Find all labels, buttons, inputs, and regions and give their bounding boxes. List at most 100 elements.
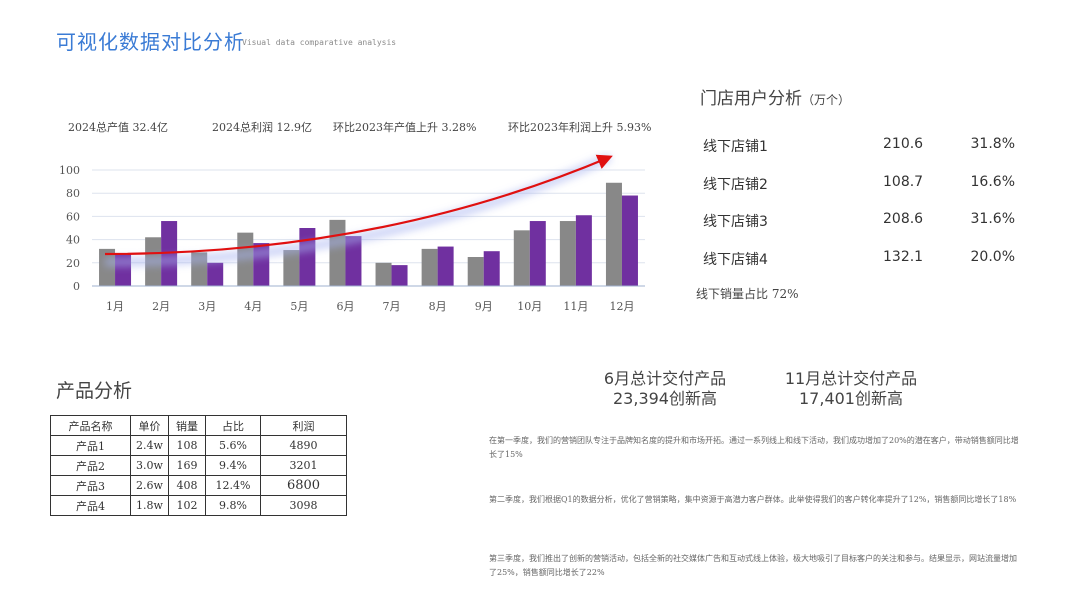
store-value: 108.7 <box>883 174 924 190</box>
y-tick-label: 60 <box>66 210 80 223</box>
store-value: 210.6 <box>883 136 924 152</box>
highlight-november-line1: 11月总计交付产品 <box>784 369 918 388</box>
store-value: 132.1 <box>883 249 924 265</box>
x-tick-label: 8月 <box>429 300 447 313</box>
table-cell: 3201 <box>260 455 347 476</box>
trend-glow <box>104 152 612 267</box>
bar <box>559 221 576 286</box>
table-cell: 1.8w <box>130 495 169 516</box>
table-cell: 3.0w <box>130 455 169 476</box>
table-cell: 108 <box>168 435 206 456</box>
store-pct: 20.0% <box>970 249 1015 265</box>
page-title: 可视化数据对比分析 <box>56 30 245 54</box>
y-tick-label: 80 <box>66 187 80 200</box>
bar <box>283 250 300 286</box>
bar <box>605 182 622 286</box>
y-tick-label: 0 <box>73 280 80 293</box>
bar <box>329 219 346 286</box>
store-row: 线下店铺3 208.6 31.6% <box>703 211 1015 231</box>
highlight-november-line2: 17,401创新高 <box>799 389 903 408</box>
store-title-unit: （万个） <box>802 93 851 107</box>
store-name: 线下店铺3 <box>703 214 768 230</box>
bar <box>575 215 592 286</box>
store-pct: 31.8% <box>970 136 1015 152</box>
bar <box>375 262 392 286</box>
highlight-june: 6月总计交付产品 23,394创新高 <box>560 369 770 409</box>
x-tick-label: 11月 <box>563 300 588 313</box>
bar <box>391 265 408 286</box>
x-tick-label: 6月 <box>336 300 354 313</box>
table-header-cell: 销量 <box>168 415 206 436</box>
page-subtitle: Visual data comparative analysis <box>242 38 397 47</box>
q3-paragraph: 第三季度，我们推出了创新的营销活动，包括全新的社交媒体广告和互动式线上体验，极大… <box>489 554 1017 577</box>
table-cell: 6800 <box>260 475 347 496</box>
store-section-title: 门店用户分析（万个） <box>700 84 850 109</box>
store-value: 208.6 <box>883 211 924 227</box>
bar <box>299 228 316 286</box>
table-cell: 169 <box>168 455 206 476</box>
bar <box>621 195 638 286</box>
table-header-cell: 利润 <box>260 415 347 436</box>
table-header-cell: 单价 <box>130 415 169 436</box>
highlight-june-line2: 23,394创新高 <box>613 389 717 408</box>
store-name: 线下店铺2 <box>703 177 768 193</box>
product-section-title: 产品分析 <box>56 380 133 402</box>
kpi-total-profit: 2024总利润 12.9亿 <box>212 121 312 134</box>
bar <box>483 251 500 286</box>
trend-arrow <box>104 154 613 256</box>
table-cell: 产品4 <box>50 495 131 516</box>
offline-share-text: 线下销量占比 72% <box>696 287 799 301</box>
table-cell: 产品1 <box>50 435 131 456</box>
y-tick-label: 40 <box>66 234 80 247</box>
table-row: 产品2 3.0w 169 9.4% 3201 <box>50 455 347 476</box>
store-name: 线下店铺4 <box>703 252 768 268</box>
store-pct: 31.6% <box>970 211 1015 227</box>
y-tick-label: 100 <box>59 164 80 177</box>
table-cell: 9.8% <box>205 495 261 516</box>
table-cell: 2.4w <box>130 435 169 456</box>
product-table: 产品名称 单价 销量 占比 利润 产品1 2.4w 108 5.6% 4890 产品2 3.0w 16… <box>50 415 347 516</box>
x-tick-label: 4月 <box>244 300 262 313</box>
q2-paragraph: 第二季度，我们根据Q1的数据分析，优化了营销策略，集中资源于高潜力客户群体。此举… <box>489 495 1017 504</box>
table-cell: 产品2 <box>50 455 131 476</box>
bar <box>345 236 362 286</box>
table-cell: 5.6% <box>205 435 261 456</box>
table-cell: 12.4% <box>205 475 261 496</box>
x-tick-label: 3月 <box>198 300 216 313</box>
x-tick-label: 10月 <box>517 300 542 313</box>
table-cell: 产品3 <box>50 475 131 496</box>
highlight-june-line1: 6月总计交付产品 <box>603 369 727 388</box>
x-tick-label: 9月 <box>475 300 493 313</box>
table-cell: 9.4% <box>205 455 261 476</box>
table-cell: 408 <box>168 475 206 496</box>
table-row: 产品3 2.6w 408 12.4% 6800 <box>50 475 347 496</box>
highlight-november: 11月总计交付产品 17,401创新高 <box>746 369 956 409</box>
table-cell: 4890 <box>260 435 347 456</box>
bar <box>467 257 484 286</box>
store-title-text: 门店用户分析 <box>700 89 802 109</box>
bar <box>207 262 224 286</box>
kpi-total-output: 2024总产值 32.4亿 <box>68 121 168 134</box>
monthly-bar-chart: 0 20 40 60 80 100 1月 2月 3月 4月 5月 6月 7月 8月 9月 10月 11月 12月 <box>59 152 645 313</box>
store-row: 线下店铺4 132.1 20.0% <box>703 249 1015 269</box>
store-row: 线下店铺2 108.7 16.6% <box>703 174 1015 194</box>
x-tick-label: 1月 <box>106 300 124 313</box>
bar <box>421 248 438 286</box>
x-tick-label: 2月 <box>152 300 170 313</box>
x-tick-label: 5月 <box>290 300 308 313</box>
q1-paragraph: 在第一季度，我们的营销团队专注于品牌知名度的提升和市场开拓。通过一系列线上和线下… <box>489 436 1019 459</box>
table-header-cell: 占比 <box>205 415 261 436</box>
x-tick-label: 7月 <box>383 300 401 313</box>
store-name: 线下店铺1 <box>703 139 768 155</box>
store-row: 线下店铺1 210.6 31.8% <box>703 136 1015 156</box>
table-header-cell: 产品名称 <box>50 415 131 436</box>
table-cell: 3098 <box>260 495 347 516</box>
y-tick-label: 20 <box>66 257 80 270</box>
bar <box>513 230 530 286</box>
table-cell: 102 <box>168 495 206 516</box>
bar <box>529 221 546 286</box>
kpi-output-growth: 环比2023年产值上升 3.28% <box>333 121 477 134</box>
kpi-profit-growth: 环比2023年利润上升 5.93% <box>508 121 652 134</box>
x-tick-label: 12月 <box>609 300 634 313</box>
table-cell: 2.6w <box>130 475 169 496</box>
